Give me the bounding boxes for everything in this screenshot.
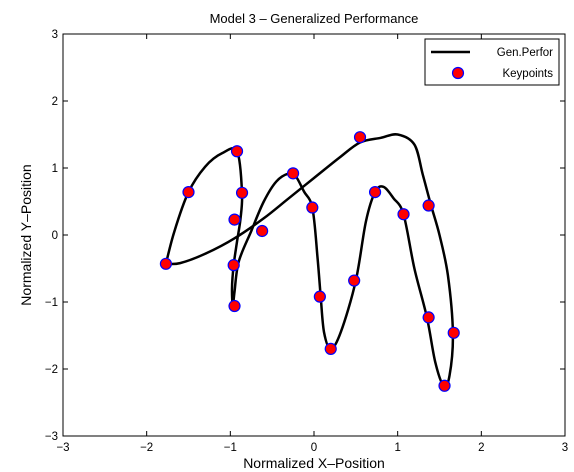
keypoint-marker bbox=[447, 326, 460, 339]
keypoint-marker bbox=[353, 131, 367, 144]
keypoint-marker bbox=[256, 224, 269, 238]
x-tick-label: 1 bbox=[394, 442, 400, 454]
keypoint-markers bbox=[159, 131, 460, 392]
keypoint-marker bbox=[313, 290, 326, 303]
x-tick-label: 3 bbox=[562, 442, 568, 454]
keypoint-marker bbox=[368, 186, 382, 199]
keypoint-marker bbox=[397, 208, 410, 221]
x-tick-label: −2 bbox=[140, 442, 153, 454]
y-tick-label: 1 bbox=[52, 163, 58, 175]
y-tick-label: 2 bbox=[52, 96, 58, 108]
keypoint-marker bbox=[228, 213, 241, 226]
keypoint-marker bbox=[324, 342, 337, 355]
keypoint-marker bbox=[227, 259, 240, 272]
y-tick-label: −1 bbox=[45, 297, 58, 309]
y-axis-label: Normalized Y–Position bbox=[18, 164, 34, 305]
keypoint-marker bbox=[422, 311, 435, 324]
x-tick-label: −1 bbox=[224, 442, 237, 454]
keypoint-marker bbox=[438, 379, 451, 392]
chart-title: Model 3 – Generalized Performance bbox=[210, 11, 419, 26]
y-tick-label: 0 bbox=[52, 230, 58, 242]
keypoint-marker bbox=[228, 299, 241, 313]
x-axis-label: Normalized X–Position bbox=[243, 455, 385, 471]
legend-entry-keypoints: Keypoints bbox=[502, 68, 553, 80]
plot-area-frame bbox=[62, 33, 566, 437]
y-tick-label: 3 bbox=[52, 29, 58, 41]
keypoint-marker bbox=[286, 167, 300, 180]
keypoint-marker bbox=[306, 201, 319, 214]
y-tick-label: −3 bbox=[45, 431, 58, 443]
legend-box bbox=[424, 38, 560, 86]
legend-marker-swatch bbox=[451, 66, 465, 80]
keypoint-marker bbox=[422, 199, 435, 212]
y-tick-label: −2 bbox=[45, 364, 58, 376]
series-gen-perfor-line bbox=[164, 133, 455, 388]
keypoint-marker bbox=[182, 186, 195, 199]
x-tick-label: −3 bbox=[56, 442, 69, 454]
legend: Gen.Perfor Keypoints bbox=[424, 38, 560, 86]
keypoint-marker bbox=[348, 274, 361, 287]
curve-layer bbox=[164, 133, 455, 388]
x-tick-label: 2 bbox=[478, 442, 484, 454]
keypoint-marker bbox=[230, 145, 244, 158]
keypoint-marker bbox=[235, 186, 249, 199]
keypoint-marker bbox=[159, 257, 173, 270]
axis-ticks: −3 −2 −1 0 1 2 3 −3 −2 −1 0 1 2 3 bbox=[45, 29, 568, 454]
x-tick-label: 0 bbox=[311, 442, 317, 454]
legend-entry-gen-perfor: Gen.Perfor bbox=[497, 47, 553, 59]
